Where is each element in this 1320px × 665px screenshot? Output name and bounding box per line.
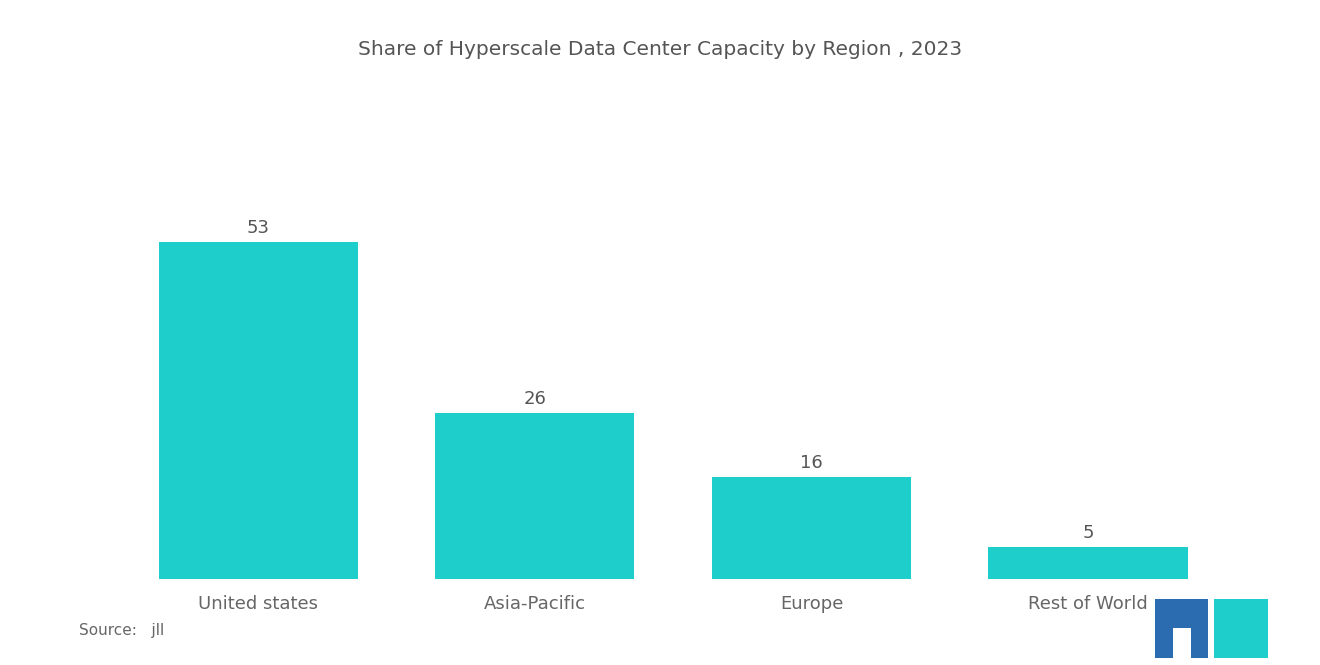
Text: 26: 26 (524, 390, 546, 408)
Text: 16: 16 (800, 454, 822, 471)
Bar (989, 547, 1188, 579)
Bar (436, 413, 635, 579)
Text: Source:   jll: Source: jll (79, 623, 165, 638)
Polygon shape (1233, 598, 1250, 658)
Polygon shape (1214, 598, 1233, 658)
Text: 53: 53 (247, 219, 269, 237)
Text: 5: 5 (1082, 523, 1094, 542)
Bar (158, 241, 358, 579)
Polygon shape (1191, 598, 1209, 658)
Polygon shape (1250, 598, 1267, 658)
Bar (711, 477, 911, 579)
Text: Share of Hyperscale Data Center Capacity by Region , 2023: Share of Hyperscale Data Center Capacity… (358, 40, 962, 59)
Polygon shape (1172, 598, 1191, 628)
Polygon shape (1155, 598, 1172, 658)
